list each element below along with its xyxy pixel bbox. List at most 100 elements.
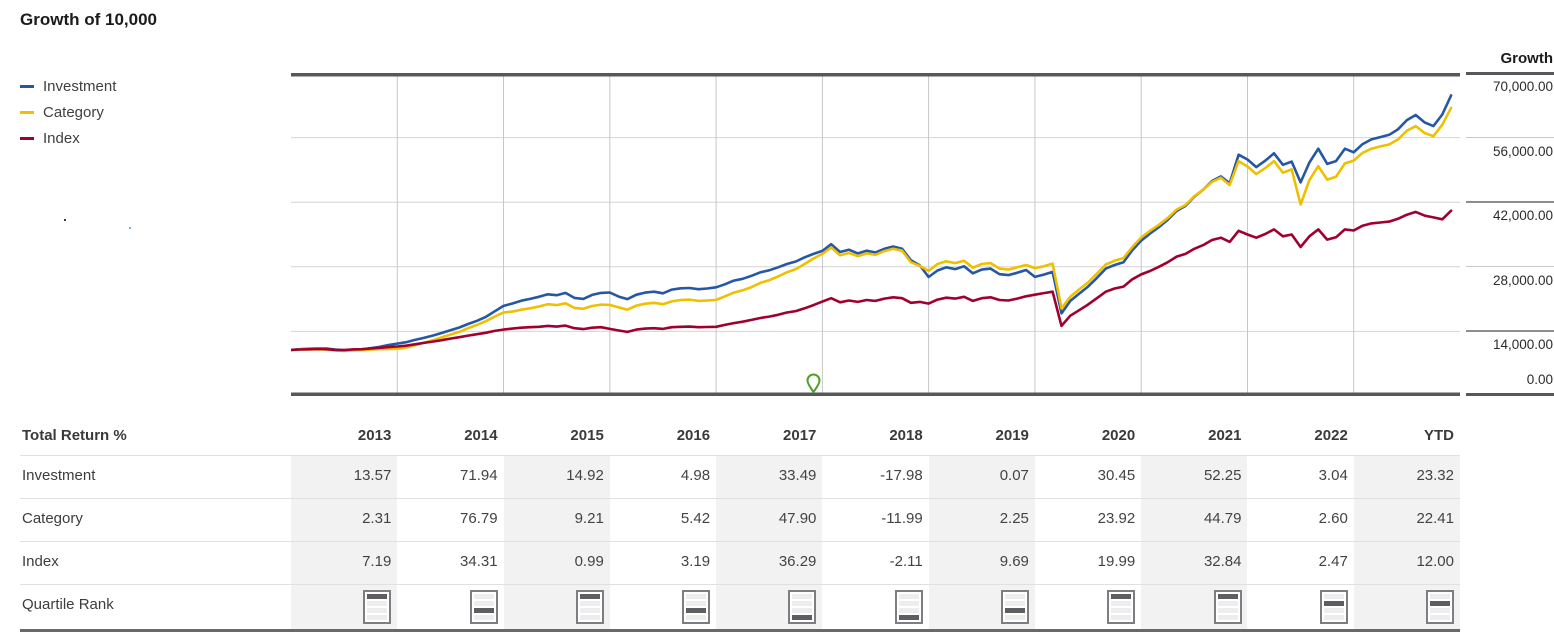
return-value-cell: -11.99 — [881, 510, 923, 527]
return-value-cell: 44.79 — [1203, 510, 1242, 527]
quartile-band — [1217, 608, 1238, 613]
growth-chart[interactable] — [289, 73, 1460, 396]
return-value-cell: 9.69 — [999, 553, 1029, 570]
quartile-band — [579, 615, 600, 620]
year-column-header-2019: 2019 — [995, 427, 1029, 444]
quartile-band — [473, 615, 494, 620]
year-column-header-2015: 2015 — [570, 427, 604, 444]
quartile-band-filled — [579, 594, 600, 599]
return-value-cell: 14.92 — [566, 467, 604, 484]
year-column-header-2013: 2013 — [357, 427, 392, 444]
quartile-rank-icon — [894, 590, 923, 624]
year-column-header-YTD: YTD — [1423, 427, 1454, 444]
speck-artifact-2 — [129, 227, 131, 229]
return-value-cell: 2.47 — [1318, 553, 1348, 570]
event-pin-icon[interactable] — [806, 373, 821, 394]
return-value-cell: 3.04 — [1318, 467, 1348, 484]
quartile-band-filled — [473, 608, 494, 613]
quartile-band — [367, 601, 388, 606]
growth-axis-tickline — [1466, 136, 1554, 138]
legend-item-label: Investment — [43, 77, 117, 95]
return-value-cell: -17.98 — [880, 467, 923, 484]
growth-axis-tickline — [1466, 265, 1554, 267]
quartile-band — [792, 601, 813, 606]
quartile-band-filled — [1217, 594, 1238, 599]
quartile-band — [686, 615, 707, 620]
growth-axis-tick-label: 42,000.00 — [1492, 208, 1553, 224]
quartile-band-filled — [1323, 601, 1344, 606]
quartile-band — [1004, 601, 1025, 606]
return-value-cell: 0.07 — [999, 467, 1029, 484]
quartile-rank-icon — [1213, 590, 1242, 624]
quartile-rank-icon — [682, 590, 711, 624]
return-value-cell: 7.19 — [362, 553, 392, 570]
return-value-cell: 12.00 — [1416, 553, 1454, 570]
growth-axis-header: Growth — [1500, 50, 1554, 67]
quartile-band — [1217, 601, 1238, 606]
return-value-cell: 19.99 — [1097, 553, 1136, 570]
legend-item-index: Index — [20, 125, 116, 151]
quartile-band — [898, 601, 919, 606]
quartile-band — [1323, 608, 1344, 613]
growth-axis-panel: Growth 70,000.00 56,000.00 42,000.00 28,000… — [1466, 0, 1554, 635]
quartile-band — [686, 601, 707, 606]
row-separator — [20, 498, 1460, 499]
quartile-rank-icon — [363, 590, 392, 624]
quartile-band-filled — [792, 615, 813, 620]
return-value-cell: 23.92 — [1097, 510, 1136, 527]
growth-axis-bottom-border — [1466, 393, 1554, 396]
quartile-band-filled — [1004, 608, 1025, 613]
quartile-rank-icon — [1426, 590, 1454, 624]
growth-axis-tick-label: 56,000.00 — [1492, 143, 1553, 159]
quartile-band — [792, 594, 813, 599]
year-column-header-2014: 2014 — [464, 427, 498, 444]
chart-top-border — [291, 73, 1460, 77]
return-value-cell: 0.99 — [574, 553, 604, 570]
growth-axis-tickline — [1466, 330, 1554, 333]
year-column-header-2017: 2017 — [783, 427, 817, 444]
series-line-category — [289, 106, 1453, 353]
quartile-band — [898, 608, 919, 613]
page-title: Growth of 10,000 — [20, 10, 157, 29]
quartile-band — [1004, 594, 1025, 599]
quartile-band — [1323, 594, 1344, 599]
quartile-band — [579, 601, 600, 606]
quartile-band — [1217, 615, 1238, 620]
series-line-index — [289, 209, 1453, 352]
table-bottom-border — [20, 629, 1460, 632]
quartile-band — [792, 608, 813, 613]
quartile-band — [473, 594, 494, 599]
growth-axis-tick-label: 14,000.00 — [1492, 337, 1553, 353]
return-value-cell: 36.29 — [778, 553, 817, 570]
growth-axis-tick-label: 28,000.00 — [1492, 272, 1553, 288]
quartile-band — [1430, 594, 1450, 599]
table-header-label: Total Return % — [22, 427, 127, 444]
legend-item-investment: Investment — [20, 73, 116, 99]
quartile-band — [686, 594, 707, 599]
quartile-rank-icon — [788, 590, 817, 624]
legend-item-label: Category — [43, 103, 104, 121]
quartile-band — [1323, 615, 1344, 620]
row-label-category: Category — [22, 510, 83, 527]
quartile-band — [1111, 608, 1132, 613]
quartile-band — [473, 601, 494, 606]
quartile-band — [1111, 601, 1132, 606]
growth-axis-tick-label: 70,000.00 — [1492, 79, 1553, 94]
quartile-band — [579, 608, 600, 613]
legend-dash-icon — [20, 84, 34, 88]
growth-chart-svg[interactable] — [289, 73, 1460, 396]
quartile-rank-icon — [469, 590, 498, 624]
return-value-cell: 2.31 — [362, 510, 392, 527]
legend-dash-icon — [20, 136, 34, 140]
quartile-band — [1430, 615, 1450, 620]
return-value-cell: 71.94 — [460, 467, 498, 484]
return-value-cell: 2.60 — [1318, 510, 1348, 527]
year-column-header-2018: 2018 — [889, 427, 923, 444]
year-column-header-2020: 2020 — [1101, 427, 1136, 444]
chart-bottom-border — [291, 392, 1460, 396]
return-value-cell: 4.98 — [680, 467, 711, 484]
quartile-band — [1111, 615, 1132, 620]
speck-artifact-1 — [64, 219, 66, 221]
return-value-cell: 23.32 — [1416, 467, 1454, 484]
